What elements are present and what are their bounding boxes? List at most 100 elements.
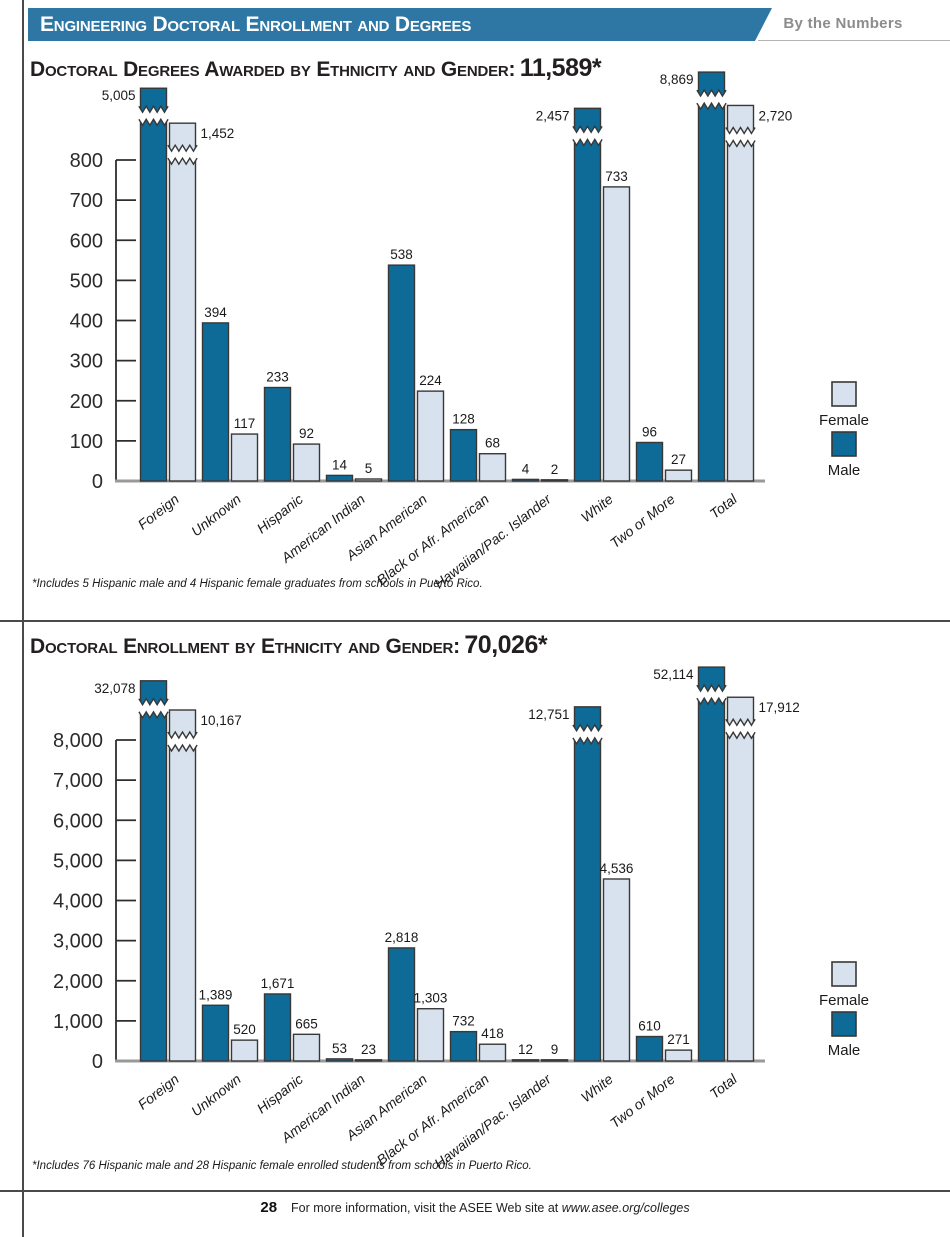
svg-text:Male: Male (828, 1042, 861, 1059)
enrollment-chart-footnote: *Includes 76 Hispanic male and 28 Hispan… (32, 1160, 532, 1172)
svg-text:Total: Total (706, 490, 740, 522)
footer-link: www.asee.org/colleges (561, 1201, 690, 1215)
svg-text:5,000: 5,000 (53, 850, 103, 872)
svg-text:100: 100 (70, 431, 103, 453)
svg-text:Total: Total (706, 1070, 740, 1102)
svg-text:6,000: 6,000 (53, 810, 103, 832)
svg-text:2: 2 (551, 462, 559, 477)
svg-text:8,869: 8,869 (660, 72, 694, 87)
degrees-bar-chart: 0 100 200 300 400 500 600 700 800 5,005 1,452 Forei… (70, 71, 869, 592)
svg-text:610: 610 (638, 1019, 661, 1034)
page-number: 28 (260, 1199, 278, 1216)
by-the-numbers-tagline: By the Numbers (783, 15, 903, 32)
svg-text:4,536: 4,536 (600, 861, 634, 876)
svg-text:5: 5 (365, 461, 373, 476)
svg-text:12,751: 12,751 (528, 707, 569, 722)
svg-text:1,671: 1,671 (261, 976, 295, 991)
svg-text:1,303: 1,303 (414, 991, 448, 1006)
footer-text: For more information, visit the ASEE Web… (291, 1201, 690, 1215)
svg-text:Hawaiian/Pac. Islander: Hawaiian/Pac. Islander (431, 490, 555, 592)
degrees-chart-total: 11,589* (519, 54, 602, 82)
svg-text:1,452: 1,452 (201, 126, 235, 141)
enrollment-chart-total: 70,026* (464, 631, 548, 659)
svg-text:9: 9 (551, 1042, 559, 1057)
svg-text:224: 224 (419, 373, 442, 388)
svg-text:Two or More: Two or More (607, 1071, 678, 1131)
footer-divider (0, 1190, 950, 1192)
enrollment-chart-title-text: Doctoral Enrollment by Ethnicity and Gen… (30, 635, 460, 658)
svg-text:418: 418 (481, 1026, 504, 1041)
svg-text:53: 53 (332, 1041, 347, 1056)
svg-text:Female: Female (819, 992, 869, 1009)
svg-text:4,000: 4,000 (53, 891, 103, 913)
svg-text:Hawaiian/Pac. Islander: Hawaiian/Pac. Islander (431, 1070, 555, 1172)
svg-text:Female: Female (819, 412, 869, 429)
degrees-chart-title: Doctoral Degrees Awarded by Ethnicity an… (30, 54, 602, 83)
svg-text:Foreign: Foreign (135, 491, 182, 533)
svg-text:17,912: 17,912 (759, 700, 800, 715)
svg-text:117: 117 (234, 416, 256, 431)
svg-text:Black or Afr. American: Black or Afr. American (373, 491, 492, 589)
svg-text:2,000: 2,000 (53, 971, 103, 993)
header-banner: Engineering Doctoral Enrollment and Degr… (28, 8, 772, 41)
svg-text:1,389: 1,389 (199, 987, 233, 1002)
svg-text:5,005: 5,005 (102, 88, 136, 103)
svg-text:2,457: 2,457 (536, 108, 570, 123)
svg-text:Unknown: Unknown (188, 491, 244, 540)
svg-text:665: 665 (295, 1016, 318, 1031)
svg-text:400: 400 (70, 311, 103, 333)
svg-text:200: 200 (70, 391, 103, 413)
svg-text:0: 0 (92, 1051, 103, 1073)
svg-text:3,000: 3,000 (53, 931, 103, 953)
enrollment-chart-title: Doctoral Enrollment by Ethnicity and Gen… (30, 631, 548, 660)
svg-text:14: 14 (332, 457, 348, 472)
svg-text:96: 96 (642, 424, 657, 439)
svg-text:Black or Afr. American: Black or Afr. American (373, 1071, 492, 1169)
svg-text:732: 732 (452, 1014, 475, 1029)
banner-title: Engineering Doctoral Enrollment and Degr… (40, 13, 472, 36)
svg-text:600: 600 (70, 230, 103, 252)
svg-text:4: 4 (522, 461, 530, 476)
left-margin-rule (22, 0, 24, 1237)
svg-text:White: White (578, 491, 616, 526)
svg-text:52,114: 52,114 (653, 667, 694, 682)
svg-text:7,000: 7,000 (53, 770, 103, 792)
svg-text:700: 700 (70, 190, 103, 212)
svg-text:233: 233 (266, 370, 289, 385)
page-footer: 28 For more information, visit the ASEE … (0, 1199, 950, 1216)
section-divider (0, 620, 950, 622)
svg-text:68: 68 (485, 436, 500, 451)
svg-text:32,078: 32,078 (94, 681, 135, 696)
svg-text:800: 800 (70, 150, 103, 172)
enrollment-bar-chart: 0 1,000 2,000 3,000 4,000 5,000 6,000 7,000 8,00… (53, 666, 869, 1172)
svg-text:Male: Male (828, 462, 861, 479)
svg-text:733: 733 (605, 169, 628, 184)
svg-text:12: 12 (518, 1042, 533, 1057)
svg-text:1,000: 1,000 (53, 1011, 103, 1033)
svg-text:128: 128 (452, 412, 475, 427)
tagline-underline (758, 40, 950, 41)
svg-text:2,818: 2,818 (385, 930, 419, 945)
svg-text:0: 0 (92, 471, 103, 493)
svg-text:500: 500 (70, 270, 103, 292)
svg-text:Unknown: Unknown (188, 1071, 244, 1120)
svg-text:27: 27 (671, 452, 686, 467)
degrees-chart-footnote: *Includes 5 Hispanic male and 4 Hispanic… (32, 578, 483, 590)
svg-text:23: 23 (361, 1042, 376, 1057)
svg-text:Hispanic: Hispanic (254, 491, 306, 537)
degrees-chart-title-text: Doctoral Degrees Awarded by Ethnicity an… (30, 58, 516, 81)
svg-text:8,000: 8,000 (53, 730, 103, 752)
svg-text:2,720: 2,720 (759, 108, 793, 123)
svg-text:White: White (578, 1071, 616, 1106)
svg-text:538: 538 (390, 247, 413, 262)
svg-text:394: 394 (204, 305, 227, 320)
svg-text:300: 300 (70, 351, 103, 373)
svg-text:520: 520 (233, 1022, 256, 1037)
svg-text:Foreign: Foreign (135, 1071, 182, 1113)
svg-text:Two or More: Two or More (607, 491, 678, 551)
svg-text:271: 271 (667, 1032, 690, 1047)
svg-text:92: 92 (299, 426, 314, 441)
svg-text:Hispanic: Hispanic (254, 1071, 306, 1117)
svg-text:10,167: 10,167 (201, 713, 242, 728)
